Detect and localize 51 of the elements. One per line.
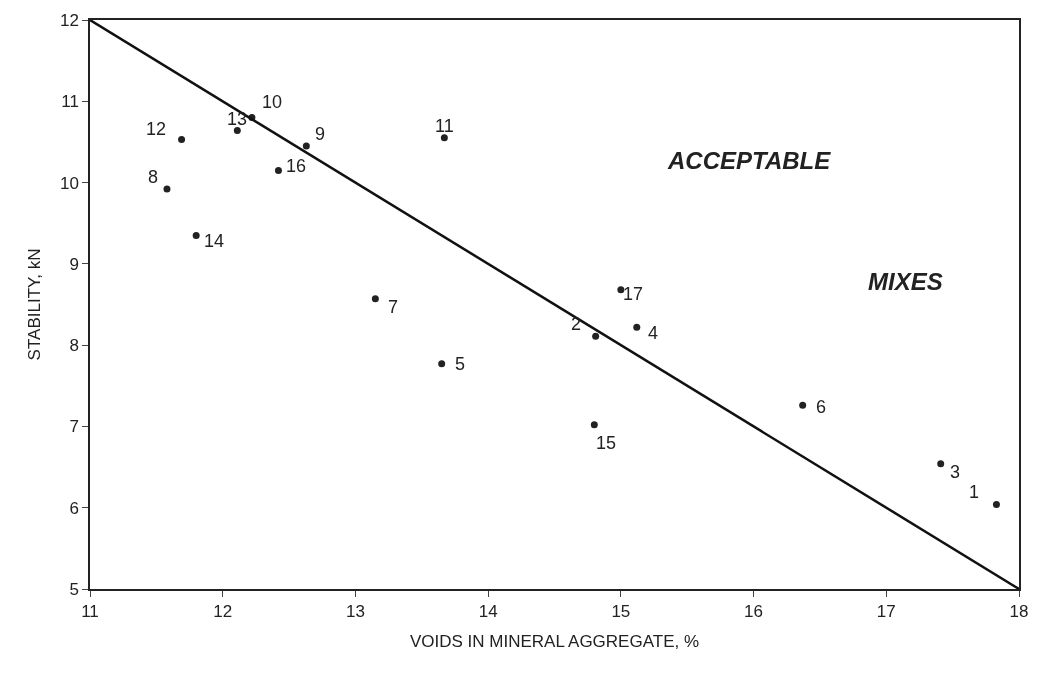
annotation: 16 bbox=[286, 156, 307, 176]
annotation: 1 bbox=[969, 482, 980, 502]
x-tick-label: 13 bbox=[345, 602, 365, 622]
annotation: 2 bbox=[571, 314, 582, 334]
annotation: 8 bbox=[148, 167, 159, 187]
y-tick-label: 11 bbox=[61, 92, 79, 112]
x-tick-label: 12 bbox=[213, 602, 233, 622]
y-tick-label: 12 bbox=[59, 10, 79, 30]
annotation: 15 bbox=[596, 433, 617, 453]
point bbox=[799, 401, 807, 409]
annotation: 7 bbox=[388, 297, 399, 317]
point bbox=[233, 127, 241, 135]
x-tick-label: 14 bbox=[478, 602, 498, 622]
point bbox=[438, 360, 446, 368]
annotation: 17 bbox=[623, 284, 644, 304]
x-tick-label: 16 bbox=[744, 602, 764, 622]
annotation: 13 bbox=[227, 109, 248, 129]
point bbox=[590, 421, 598, 429]
annotation: MIXES bbox=[868, 268, 943, 295]
point bbox=[302, 142, 310, 150]
y-tick-label: 8 bbox=[69, 336, 79, 356]
x-tick-label: 17 bbox=[876, 602, 896, 622]
annotation: 4 bbox=[648, 323, 659, 343]
y-tick-label: 7 bbox=[69, 417, 79, 437]
annotation: 5 bbox=[455, 354, 466, 374]
annotation: 3 bbox=[950, 462, 961, 482]
annotation: ACCEPTABLE bbox=[667, 147, 832, 174]
point bbox=[440, 134, 448, 142]
point bbox=[937, 460, 945, 468]
point bbox=[178, 135, 186, 143]
x-axis-title: VOIDS IN MINERAL AGGREGATE, % bbox=[409, 632, 700, 652]
annotation: 9 bbox=[315, 124, 326, 144]
x-tick-label: 18 bbox=[1009, 602, 1029, 622]
y-tick-label: 9 bbox=[69, 254, 79, 274]
y-tick-label: 10 bbox=[59, 173, 79, 193]
annotation: 11 bbox=[435, 116, 454, 136]
point bbox=[192, 231, 200, 239]
point bbox=[371, 295, 379, 303]
point bbox=[592, 332, 600, 340]
annotation: 12 bbox=[146, 119, 167, 139]
y-tick-label: 5 bbox=[69, 579, 79, 599]
annotation: 14 bbox=[204, 231, 225, 251]
point bbox=[992, 500, 1000, 508]
annotation: 10 bbox=[262, 92, 283, 112]
point bbox=[633, 323, 641, 331]
y-axis-title: STABILITY, kN bbox=[24, 248, 44, 361]
point bbox=[163, 185, 171, 193]
x-tick-label: 15 bbox=[611, 602, 631, 622]
y-tick-label: 6 bbox=[69, 498, 79, 518]
point bbox=[274, 166, 282, 174]
annotation: 6 bbox=[816, 397, 827, 417]
